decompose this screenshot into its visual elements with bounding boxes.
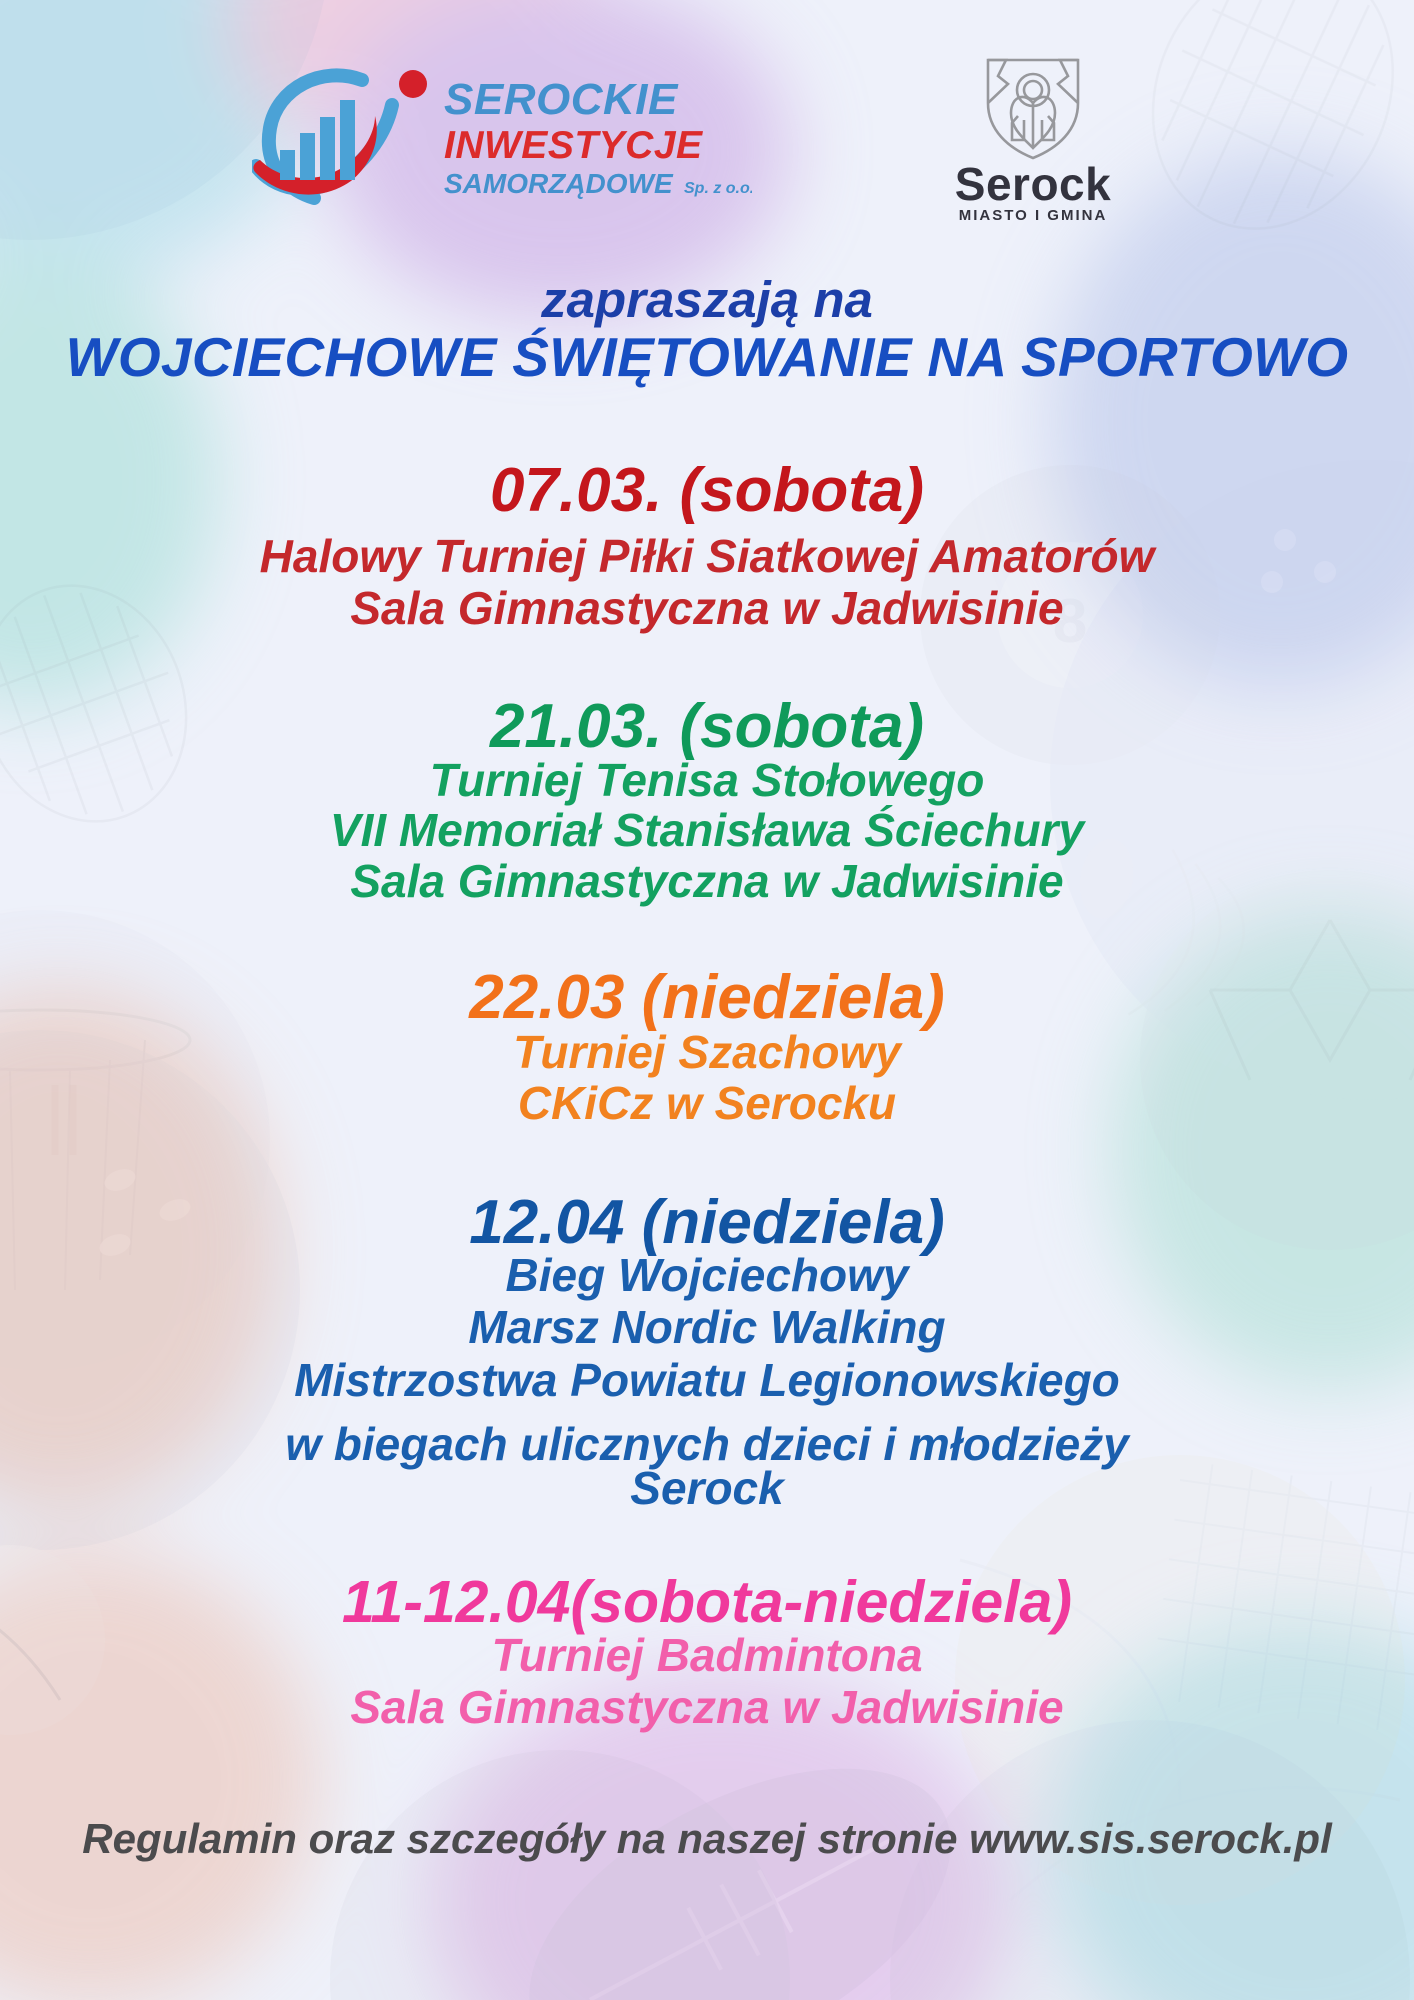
svg-text:Sp. z o.o.: Sp. z o.o. xyxy=(684,180,752,197)
svg-text:SAMORZĄDOWE: SAMORZĄDOWE xyxy=(444,168,674,199)
svg-text:INWESTYCJE: INWESTYCJE xyxy=(444,124,703,167)
svg-text:SEROCKIE: SEROCKIE xyxy=(444,75,679,124)
